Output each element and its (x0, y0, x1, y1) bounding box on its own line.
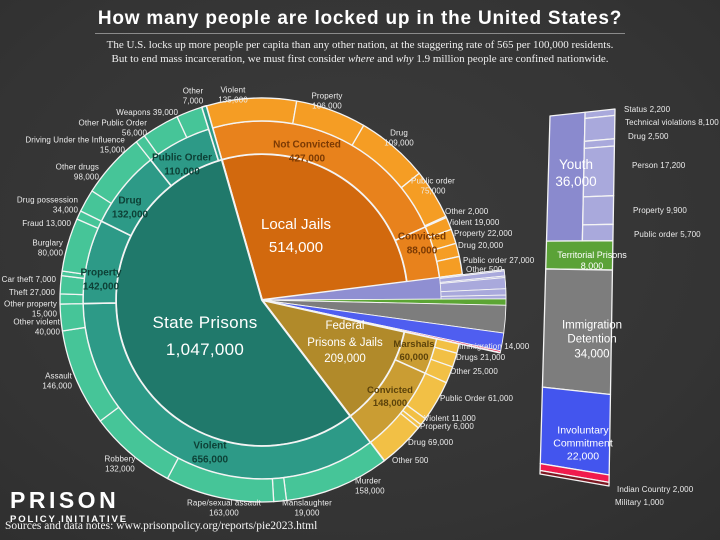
footer-source: Sources and data notes: www.prisonpolicy… (5, 520, 318, 532)
bar-segment-military (539, 469, 610, 487)
pie-outer-segment (271, 477, 288, 503)
logo-line1: PRISON (10, 487, 120, 513)
subtitle: The U.S. locks up more people per capita… (0, 38, 720, 66)
pie-ring-segment (200, 105, 223, 162)
bar-segment-immigration-detention (541, 268, 614, 396)
bar-segment-youth (545, 111, 586, 242)
bar-sub-segment (581, 223, 614, 242)
logo-line2: POLICY INITIATIVE (10, 514, 128, 525)
prison-policy-initiative-logo: PRISON POLICY INITIATIVE (10, 489, 128, 525)
bar-segment-involuntary-commitment (539, 386, 612, 476)
subtitle-line2: But to end mass incarceration, we must f… (111, 53, 609, 65)
title-divider (95, 33, 625, 34)
bar-sub-segment (583, 114, 616, 142)
bar-sub-segment (582, 145, 616, 198)
pie-outer-segment (59, 302, 86, 332)
pie-outer-segment (59, 293, 84, 305)
bar-sub-segment (582, 195, 615, 226)
page-title: How many people are locked up in the Uni… (97, 8, 623, 29)
bar-segment-territorial-prisons (545, 240, 614, 271)
subtitle-line1: The U.S. locks up more people per capita… (106, 39, 614, 51)
